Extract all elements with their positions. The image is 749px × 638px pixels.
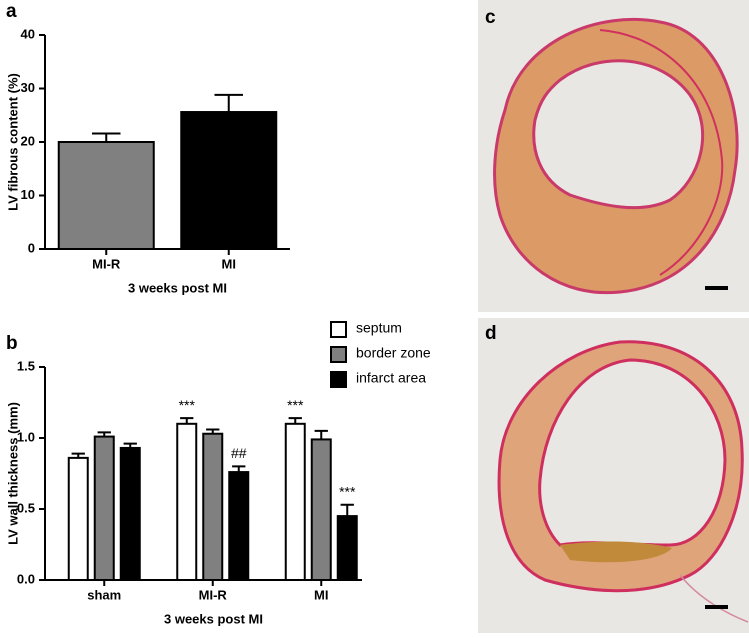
- collagen-streak: [599, 29, 724, 276]
- y-tick-label: 0.0: [17, 571, 35, 586]
- panel-label: a: [6, 1, 17, 22]
- x-axis-label: 3 weeks post MI: [164, 611, 263, 626]
- x-tick-label: MI-R: [199, 587, 228, 602]
- error-bar: [314, 429, 328, 440]
- error-bar: [206, 428, 220, 434]
- legend-swatch: [330, 346, 347, 363]
- error-bar: [123, 442, 137, 448]
- histology-c: [478, 0, 749, 312]
- y-tick-label: 1.5: [17, 358, 35, 373]
- annotation: ##: [231, 445, 247, 461]
- panel-label: d: [485, 323, 497, 344]
- tissue-section: [493, 17, 739, 295]
- y-tick-label: 30: [21, 80, 35, 95]
- y-tick-label: 0.5: [17, 500, 35, 515]
- x-tick-label: sham: [87, 587, 121, 602]
- histology-d: [478, 318, 749, 633]
- error-bar: [97, 431, 111, 437]
- x-tick-label: MI: [222, 256, 236, 271]
- x-axis-label: 3 weeks post MI: [128, 280, 227, 295]
- y-axis-label: LV wall thickness (mm): [5, 402, 20, 545]
- bar: [284, 422, 306, 581]
- legend-label: septum: [356, 320, 402, 336]
- y-tick-label: 10: [21, 187, 35, 202]
- error-bar: [180, 417, 194, 424]
- legend-swatch: [330, 321, 347, 338]
- error-bar: [214, 93, 243, 113]
- bar: [336, 515, 358, 581]
- error-bar: [340, 503, 354, 517]
- y-tick-label: 0: [28, 240, 35, 255]
- y-tick-label: 40: [21, 26, 35, 41]
- bar: [228, 471, 250, 581]
- bar: [310, 438, 332, 582]
- x-tick-label: MI-R: [92, 256, 121, 271]
- y-axis-label: LV fibrous content (%): [5, 73, 20, 211]
- bar: [93, 435, 115, 581]
- tissue-dark: [560, 541, 672, 563]
- bar: [180, 111, 278, 251]
- bar: [176, 422, 198, 581]
- bar: [67, 456, 89, 582]
- error-bar: [92, 132, 121, 142]
- bar: [119, 446, 141, 581]
- bar: [202, 432, 224, 581]
- annotation: ***: [287, 397, 304, 413]
- y-tick-label: 1.0: [17, 429, 35, 444]
- y-tick-label: 20: [21, 133, 35, 148]
- bar: [57, 141, 155, 250]
- error-bar: [71, 452, 85, 458]
- panel-label: b: [6, 333, 18, 354]
- error-bar: [232, 465, 246, 473]
- annotation: ***: [179, 397, 196, 413]
- legend-label: border zone: [356, 345, 431, 361]
- error-bar: [288, 417, 302, 424]
- annotation: ***: [339, 483, 356, 499]
- x-tick-label: MI: [314, 587, 328, 602]
- panel-label: c: [485, 7, 496, 28]
- tissue-section: [497, 340, 744, 593]
- legend-label: infarct area: [356, 370, 426, 386]
- legend-swatch: [330, 371, 347, 388]
